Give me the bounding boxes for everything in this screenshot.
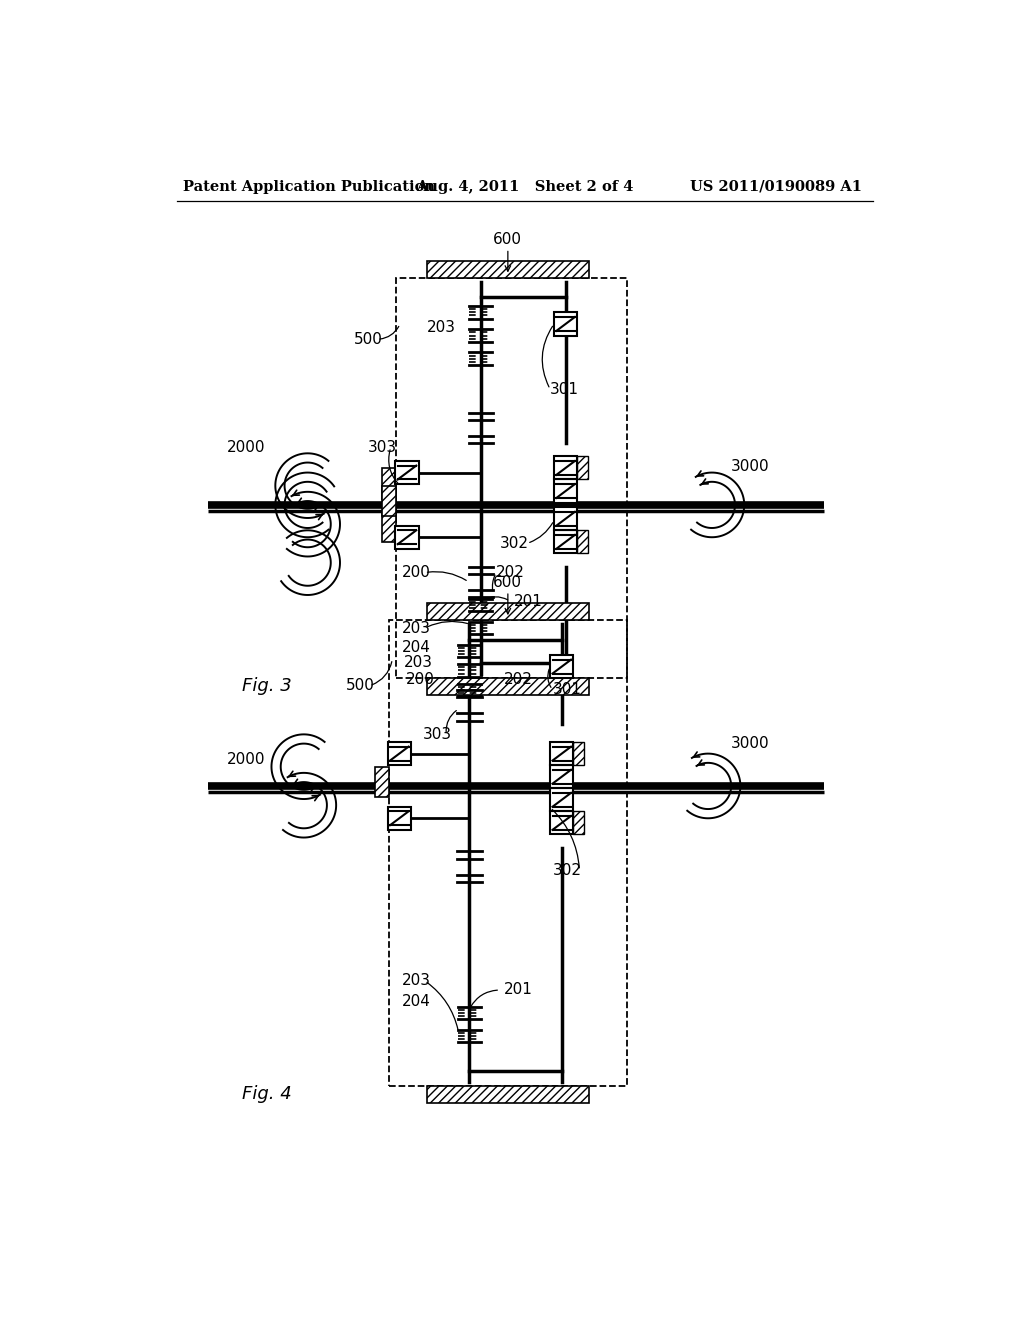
Bar <box>550 766 573 788</box>
Bar <box>375 767 388 797</box>
Bar <box>550 788 573 812</box>
Bar <box>554 507 578 531</box>
Text: 203: 203 <box>401 620 431 636</box>
Bar <box>396 277 628 678</box>
Text: Aug. 4, 2011   Sheet 2 of 4: Aug. 4, 2011 Sheet 2 of 4 <box>416 180 634 194</box>
Bar <box>554 507 578 531</box>
Bar <box>550 655 573 678</box>
Text: 201: 201 <box>514 594 543 609</box>
Text: 600: 600 <box>494 574 522 590</box>
Text: 301: 301 <box>553 682 582 697</box>
Bar <box>578 457 588 479</box>
Text: Patent Application Publication: Patent Application Publication <box>183 180 435 194</box>
Bar <box>427 678 589 696</box>
Text: 500: 500 <box>346 678 375 693</box>
Bar <box>554 313 578 335</box>
Bar <box>427 603 589 620</box>
Bar <box>388 807 411 830</box>
Text: 303: 303 <box>423 727 453 742</box>
Bar <box>554 479 578 503</box>
Bar <box>395 525 419 549</box>
Bar <box>554 457 578 479</box>
Text: 204: 204 <box>401 640 430 655</box>
Text: 301: 301 <box>550 381 580 397</box>
Text: 202: 202 <box>504 672 532 688</box>
Bar <box>388 742 411 766</box>
Text: US 2011/0190089 A1: US 2011/0190089 A1 <box>690 180 862 194</box>
Text: 202: 202 <box>497 565 525 581</box>
Bar <box>388 620 628 1086</box>
Bar <box>388 742 411 766</box>
Bar <box>382 511 396 543</box>
Text: 3000: 3000 <box>731 737 770 751</box>
Bar <box>550 766 573 788</box>
Text: 203: 203 <box>403 655 433 671</box>
Text: 201: 201 <box>504 982 532 998</box>
Text: 200: 200 <box>407 672 435 688</box>
Text: 2000: 2000 <box>226 440 265 454</box>
Text: 203: 203 <box>401 973 431 989</box>
Text: 2000: 2000 <box>226 751 265 767</box>
Bar <box>395 461 419 484</box>
Bar <box>573 742 584 766</box>
Bar <box>550 812 573 834</box>
Bar <box>573 812 584 834</box>
Text: 302: 302 <box>553 863 582 878</box>
Bar <box>550 655 573 678</box>
Bar <box>554 457 578 479</box>
Bar <box>554 313 578 335</box>
Bar <box>550 812 573 834</box>
Bar <box>554 531 578 553</box>
Text: Fig. 3: Fig. 3 <box>243 677 292 694</box>
Bar <box>427 1086 589 1104</box>
Bar <box>427 261 589 277</box>
Bar <box>395 461 419 484</box>
Bar <box>550 742 573 766</box>
Text: 303: 303 <box>368 440 397 454</box>
Bar <box>554 479 578 503</box>
Text: 3000: 3000 <box>731 459 770 474</box>
Text: 302: 302 <box>500 536 529 550</box>
Text: 200: 200 <box>401 565 430 581</box>
Text: 204: 204 <box>401 994 430 1008</box>
Bar <box>395 525 419 549</box>
Bar <box>550 742 573 766</box>
Text: 600: 600 <box>494 232 522 247</box>
Text: Fig. 4: Fig. 4 <box>243 1085 292 1104</box>
Bar <box>578 531 588 553</box>
Bar <box>382 469 396 499</box>
Bar <box>382 487 396 516</box>
Text: 203: 203 <box>427 321 456 335</box>
Bar <box>388 807 411 830</box>
Bar <box>554 531 578 553</box>
Text: 500: 500 <box>354 331 383 347</box>
Bar <box>550 788 573 812</box>
